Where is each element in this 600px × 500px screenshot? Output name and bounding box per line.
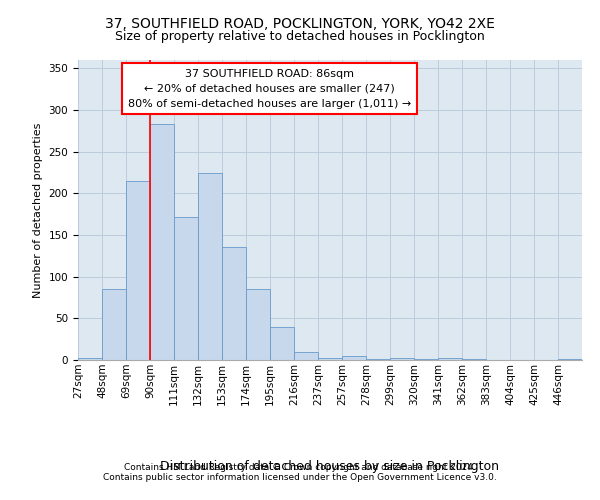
Bar: [78, 358, 102, 360]
Y-axis label: Number of detached properties: Number of detached properties: [33, 122, 43, 298]
Text: Size of property relative to detached houses in Pocklington: Size of property relative to detached ho…: [115, 30, 485, 43]
Text: 37, SOUTHFIELD ROAD, POCKLINGTON, YORK, YO42 2XE: 37, SOUTHFIELD ROAD, POCKLINGTON, YORK, …: [105, 18, 495, 32]
Bar: [198, 172, 222, 360]
Text: 37 SOUTHFIELD ROAD: 86sqm
← 20% of detached houses are smaller (247)
80% of semi: 37 SOUTHFIELD ROAD: 86sqm ← 20% of detac…: [128, 69, 411, 108]
Bar: [270, 326, 294, 360]
Bar: [318, 358, 342, 360]
Bar: [438, 358, 462, 360]
Bar: [174, 216, 198, 360]
Bar: [342, 356, 366, 360]
Bar: [102, 289, 126, 360]
Bar: [558, 359, 582, 360]
Bar: [366, 359, 390, 360]
Bar: [222, 246, 246, 360]
Bar: [246, 289, 270, 360]
Bar: [126, 181, 150, 360]
Text: Contains HM Land Registry data © Crown copyright and database right 2024.: Contains HM Land Registry data © Crown c…: [124, 464, 476, 472]
Bar: [390, 358, 414, 360]
Text: Contains public sector information licensed under the Open Government Licence v3: Contains public sector information licen…: [103, 474, 497, 482]
X-axis label: Distribution of detached houses by size in Pocklington: Distribution of detached houses by size …: [161, 460, 499, 473]
Bar: [414, 359, 438, 360]
Bar: [462, 359, 486, 360]
Bar: [294, 352, 318, 360]
Bar: [150, 124, 174, 360]
